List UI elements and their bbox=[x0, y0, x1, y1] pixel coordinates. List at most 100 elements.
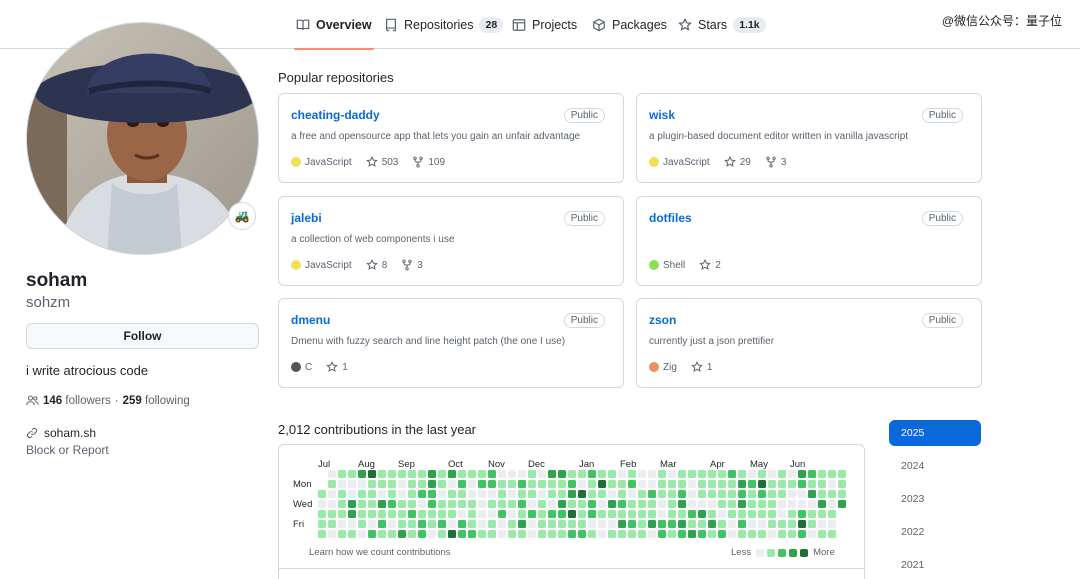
contribution-day[interactable] bbox=[418, 480, 426, 488]
contribution-day[interactable] bbox=[388, 480, 396, 488]
contribution-day[interactable] bbox=[548, 530, 556, 538]
contribution-day[interactable] bbox=[568, 520, 576, 528]
contribution-day[interactable] bbox=[568, 530, 576, 538]
contribution-day[interactable] bbox=[428, 520, 436, 528]
contribution-day[interactable] bbox=[798, 530, 806, 538]
contribution-day[interactable] bbox=[838, 500, 846, 508]
contribution-day[interactable] bbox=[388, 530, 396, 538]
contribution-day[interactable] bbox=[588, 470, 596, 478]
contribution-day[interactable] bbox=[758, 500, 766, 508]
contribution-day[interactable] bbox=[408, 520, 416, 528]
contribution-day[interactable] bbox=[368, 520, 376, 528]
contribution-day[interactable] bbox=[828, 520, 836, 528]
contribution-day[interactable] bbox=[478, 480, 486, 488]
contribution-day[interactable] bbox=[488, 480, 496, 488]
contribution-day[interactable] bbox=[428, 530, 436, 538]
contribution-day[interactable] bbox=[348, 520, 356, 528]
contribution-day[interactable] bbox=[488, 490, 496, 498]
contribution-day[interactable] bbox=[738, 480, 746, 488]
repo-name-link[interactable]: dmenu bbox=[291, 313, 331, 327]
contribution-day[interactable] bbox=[548, 490, 556, 498]
year-button-2025[interactable]: 2025 bbox=[889, 420, 981, 446]
contribution-day[interactable] bbox=[318, 510, 326, 518]
contribution-day[interactable] bbox=[538, 480, 546, 488]
contribution-day[interactable] bbox=[598, 480, 606, 488]
contribution-day[interactable] bbox=[568, 500, 576, 508]
contribution-day[interactable] bbox=[758, 520, 766, 528]
contribution-day[interactable] bbox=[628, 510, 636, 518]
contribution-day[interactable] bbox=[618, 480, 626, 488]
contribution-day[interactable] bbox=[688, 480, 696, 488]
repo-name-link[interactable]: wisk bbox=[649, 108, 676, 122]
contribution-day[interactable] bbox=[338, 510, 346, 518]
contribution-day[interactable] bbox=[618, 470, 626, 478]
contribution-day[interactable] bbox=[738, 470, 746, 478]
contribution-day[interactable] bbox=[578, 470, 586, 478]
contribution-day[interactable] bbox=[338, 480, 346, 488]
contribution-day[interactable] bbox=[568, 490, 576, 498]
tab-projects[interactable]: Projects bbox=[512, 0, 577, 49]
contribution-day[interactable] bbox=[658, 510, 666, 518]
contribution-day[interactable] bbox=[678, 490, 686, 498]
contribution-day[interactable] bbox=[398, 530, 406, 538]
contribution-day[interactable] bbox=[828, 500, 836, 508]
repo-stars-link[interactable]: 8 bbox=[365, 259, 387, 271]
contribution-day[interactable] bbox=[748, 510, 756, 518]
contribution-day[interactable] bbox=[638, 490, 646, 498]
contribution-day[interactable] bbox=[498, 490, 506, 498]
contribution-day[interactable] bbox=[348, 480, 356, 488]
contribution-day[interactable] bbox=[698, 510, 706, 518]
contribution-day[interactable] bbox=[348, 530, 356, 538]
contribution-day[interactable] bbox=[668, 500, 676, 508]
learn-contributions-link[interactable]: Learn how we count contributions bbox=[309, 547, 451, 558]
contribution-day[interactable] bbox=[438, 520, 446, 528]
contribution-day[interactable] bbox=[598, 520, 606, 528]
repo-stars-link[interactable]: 1 bbox=[326, 361, 348, 373]
contribution-day[interactable] bbox=[408, 530, 416, 538]
contribution-day[interactable] bbox=[678, 530, 686, 538]
contribution-day[interactable] bbox=[788, 510, 796, 518]
contribution-day[interactable] bbox=[838, 470, 846, 478]
contribution-day[interactable] bbox=[608, 470, 616, 478]
contribution-day[interactable] bbox=[428, 500, 436, 508]
contribution-day[interactable] bbox=[698, 490, 706, 498]
contribution-day[interactable] bbox=[558, 510, 566, 518]
contribution-day[interactable] bbox=[798, 470, 806, 478]
contribution-day[interactable] bbox=[818, 480, 826, 488]
repo-stars-link[interactable]: 29 bbox=[723, 156, 751, 168]
contribution-day[interactable] bbox=[738, 520, 746, 528]
contribution-day[interactable] bbox=[348, 470, 356, 478]
contribution-day[interactable] bbox=[698, 470, 706, 478]
contribution-day[interactable] bbox=[528, 490, 536, 498]
contribution-day[interactable] bbox=[578, 530, 586, 538]
contribution-day[interactable] bbox=[608, 500, 616, 508]
contribution-day[interactable] bbox=[368, 470, 376, 478]
contribution-day[interactable] bbox=[758, 530, 766, 538]
contribution-day[interactable] bbox=[808, 490, 816, 498]
contribution-day[interactable] bbox=[688, 490, 696, 498]
contribution-day[interactable] bbox=[398, 480, 406, 488]
contribution-day[interactable] bbox=[318, 500, 326, 508]
contribution-day[interactable] bbox=[708, 480, 716, 488]
contribution-day[interactable] bbox=[728, 520, 736, 528]
contribution-day[interactable] bbox=[318, 490, 326, 498]
contribution-day[interactable] bbox=[328, 520, 336, 528]
contribution-day[interactable] bbox=[408, 510, 416, 518]
contribution-day[interactable] bbox=[338, 500, 346, 508]
contribution-day[interactable] bbox=[638, 480, 646, 488]
contribution-day[interactable] bbox=[778, 530, 786, 538]
contribution-day[interactable] bbox=[828, 470, 836, 478]
contribution-day[interactable] bbox=[448, 510, 456, 518]
contribution-day[interactable] bbox=[648, 480, 656, 488]
contribution-day[interactable] bbox=[598, 490, 606, 498]
contribution-day[interactable] bbox=[668, 480, 676, 488]
contribution-day[interactable] bbox=[428, 470, 436, 478]
contribution-day[interactable] bbox=[348, 490, 356, 498]
contribution-day[interactable] bbox=[338, 470, 346, 478]
contribution-day[interactable] bbox=[578, 510, 586, 518]
contribution-day[interactable] bbox=[728, 500, 736, 508]
contribution-day[interactable] bbox=[348, 510, 356, 518]
contribution-day[interactable] bbox=[438, 470, 446, 478]
contribution-day[interactable] bbox=[768, 500, 776, 508]
contribution-day[interactable] bbox=[748, 520, 756, 528]
